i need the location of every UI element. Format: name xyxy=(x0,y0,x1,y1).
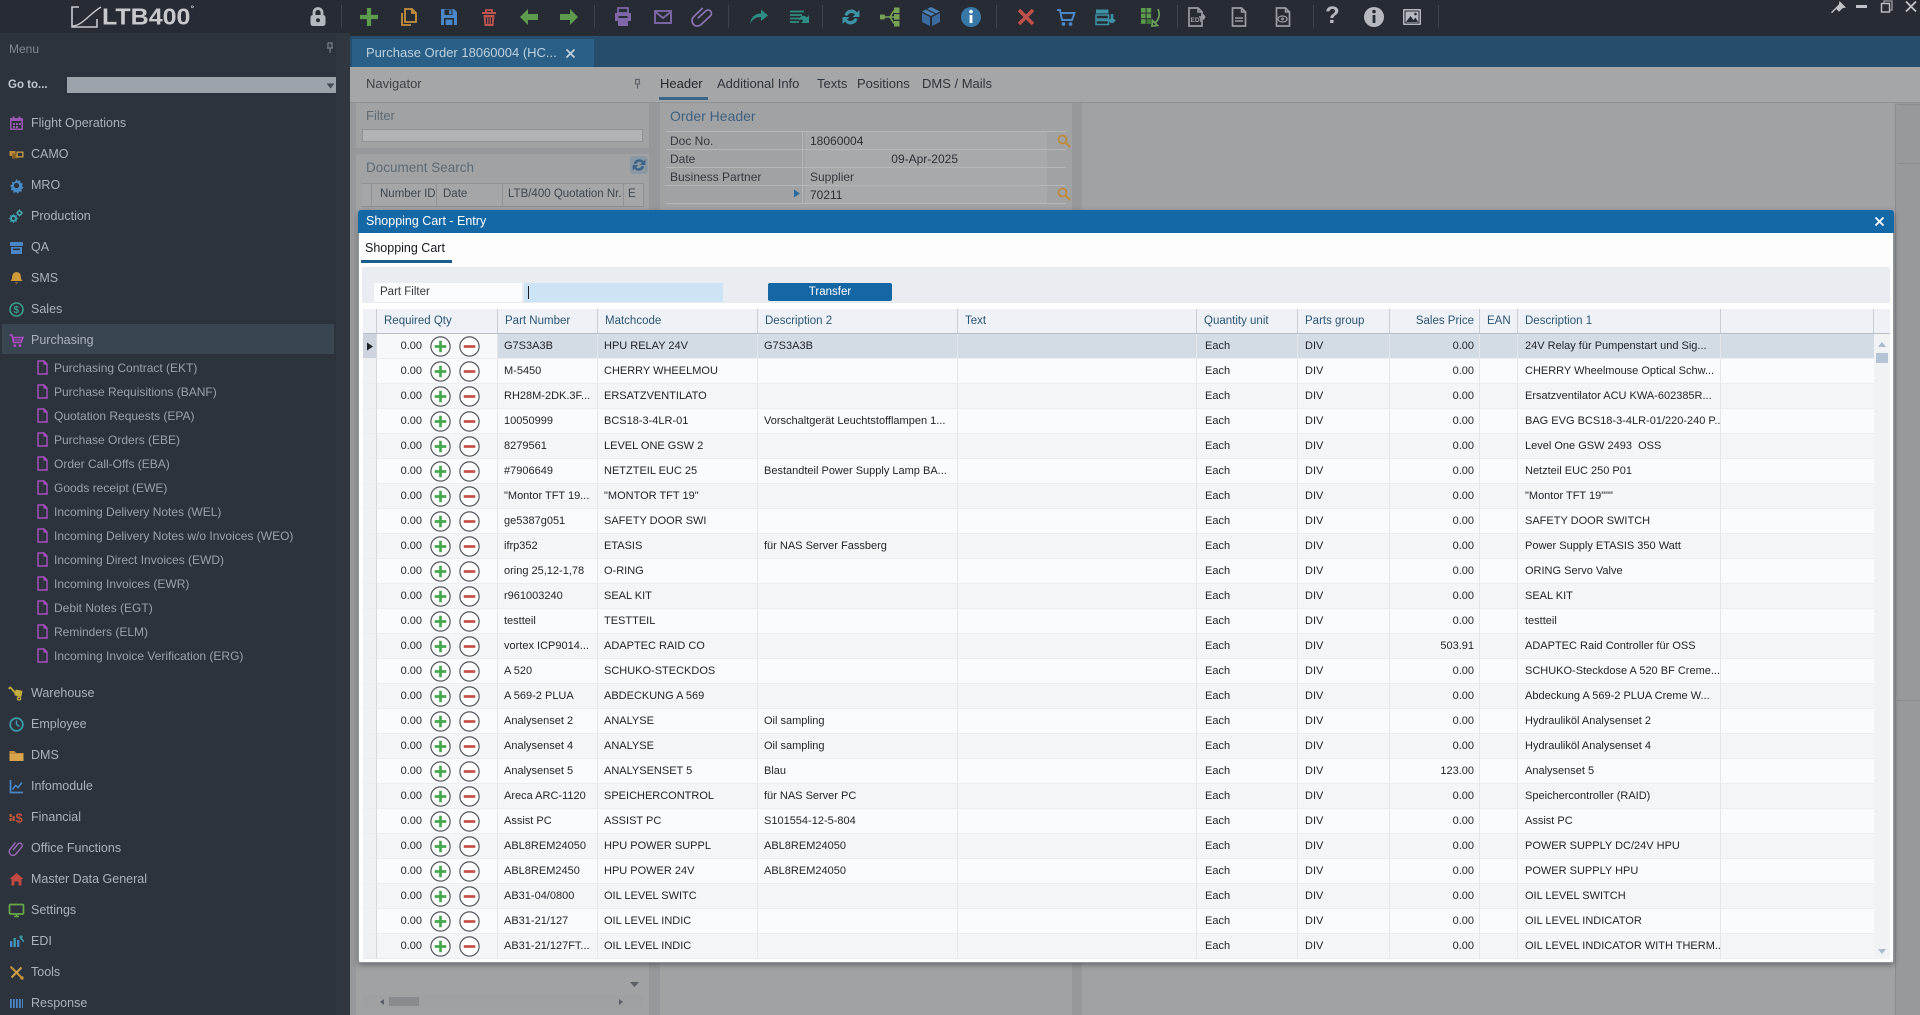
svg-text:$: $ xyxy=(16,810,24,825)
svg-text:$: $ xyxy=(14,305,20,316)
svg-text:EDI: EDI xyxy=(1191,17,1202,24)
